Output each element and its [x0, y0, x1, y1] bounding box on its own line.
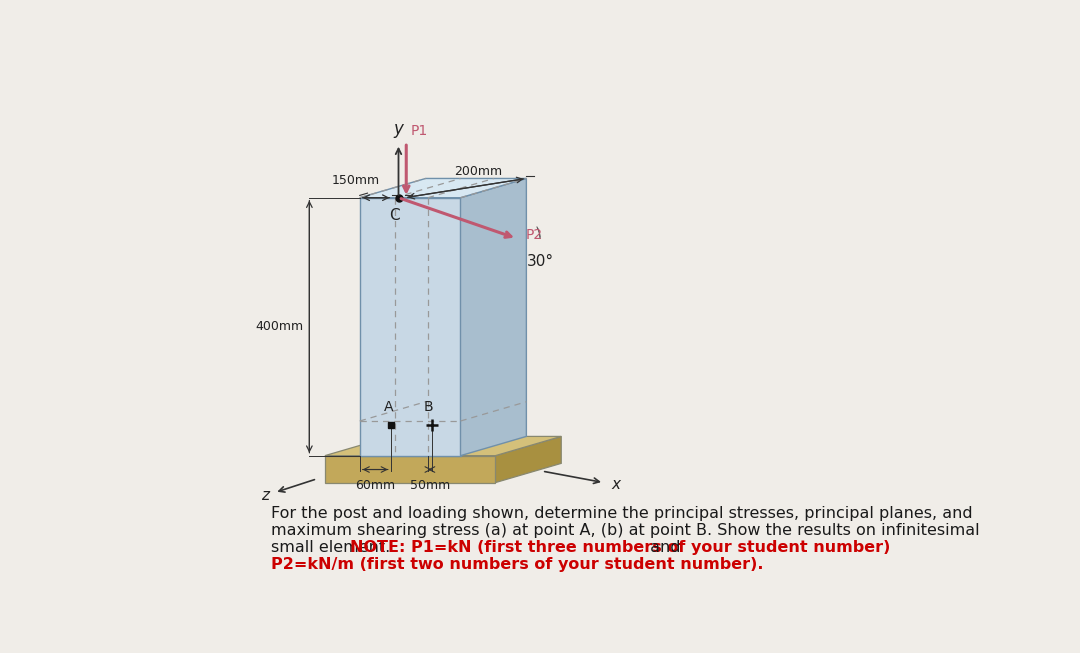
Text: 150mm: 150mm — [332, 174, 380, 187]
Text: x: x — [611, 477, 621, 492]
Text: P2: P2 — [526, 228, 543, 242]
Text: maximum shearing stress (a) at point A, (b) at point B. Show the results on infi: maximum shearing stress (a) at point A, … — [271, 522, 980, 537]
Text: For the post and loading shown, determine the principal stresses, principal plan: For the post and loading shown, determin… — [271, 505, 972, 520]
Text: 30°: 30° — [527, 254, 554, 269]
Polygon shape — [460, 178, 526, 456]
Text: 200mm: 200mm — [454, 165, 502, 178]
Text: NOTE: P1=kN (first three numbers of your student number): NOTE: P1=kN (first three numbers of your… — [350, 539, 891, 554]
Text: C: C — [389, 208, 400, 223]
Text: y: y — [393, 119, 404, 138]
Text: 60mm: 60mm — [355, 479, 395, 492]
Text: z: z — [261, 488, 269, 503]
Text: small element.: small element. — [271, 539, 395, 554]
Polygon shape — [360, 198, 460, 456]
Text: P2=kN/m (first two numbers of your student number).: P2=kN/m (first two numbers of your stude… — [271, 556, 764, 571]
Polygon shape — [496, 436, 562, 483]
Text: P1: P1 — [410, 123, 428, 138]
Polygon shape — [360, 178, 526, 198]
Text: 50mm: 50mm — [409, 479, 450, 492]
Polygon shape — [325, 456, 496, 483]
Text: and: and — [645, 539, 680, 554]
Text: A: A — [383, 400, 393, 414]
Polygon shape — [325, 436, 562, 456]
Text: 400mm: 400mm — [255, 320, 303, 333]
Text: B: B — [423, 400, 433, 414]
